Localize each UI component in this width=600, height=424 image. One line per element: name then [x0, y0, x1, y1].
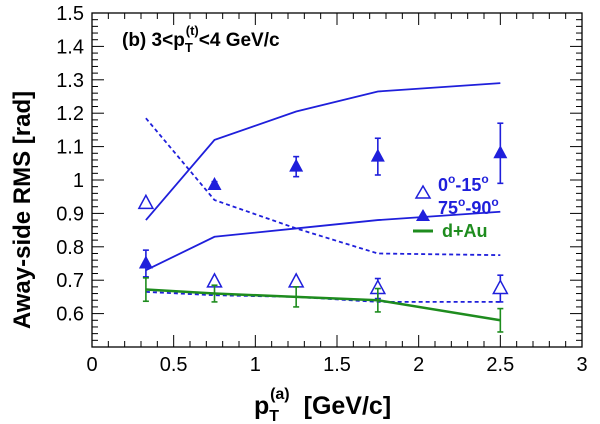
x-tick-label: 1 [250, 354, 261, 376]
legend-label-dau: d+Au [442, 221, 488, 241]
plot-frame [91, 12, 583, 348]
dashed-model-curve [145, 117, 501, 257]
filled-triangle-marker-icon [416, 209, 430, 221]
y-tick-label: 0.7 [56, 270, 84, 292]
x-tick-label: 2 [413, 354, 424, 376]
open-triangle-point [492, 278, 509, 295]
legend-label-0-15: 0o-15o [438, 172, 489, 195]
legend: 0o-15o 75o-90o d+Au [413, 172, 499, 241]
legend-label-75-90: 75o-90o [438, 195, 499, 218]
y-axis-title: Away-side RMS [rad] [9, 91, 36, 329]
series-2 [142, 277, 504, 333]
series-1 [138, 122, 508, 278]
y-tick-label: 1.4 [56, 36, 84, 58]
x-tick-label: 0 [86, 354, 97, 376]
filled-triangle-point [493, 145, 508, 159]
legend-entry-75-90: 75o-90o [416, 195, 499, 221]
y-tick-label: 0.8 [56, 237, 84, 259]
legend-entry-dau: d+Au [413, 221, 488, 241]
dau-line [145, 288, 501, 322]
filled-triangle-point [370, 148, 385, 162]
x-tick-label: 2.5 [486, 354, 514, 376]
y-tick-label: 0.6 [56, 304, 84, 326]
y-tick-label: 1 [73, 170, 84, 192]
filled-triangle-point [289, 158, 304, 172]
x-tick-label: 1.5 [323, 354, 351, 376]
x-axis-title: pT(a) [GeV/c] [254, 386, 391, 424]
open-triangle-marker-icon [414, 184, 432, 199]
y-tick-label: 1.3 [56, 70, 84, 92]
solid-model-curve [145, 82, 501, 221]
y-tick-label: 1.2 [56, 103, 84, 125]
y-tick-label: 1.5 [56, 3, 84, 25]
y-tick-label: 0.9 [56, 203, 84, 225]
open-triangle-point [287, 272, 305, 288]
data-series [137, 122, 509, 333]
filled-triangle-point [138, 255, 153, 269]
filled-triangle-point [207, 177, 222, 191]
x-tick-label: 3 [576, 354, 587, 376]
y-tick-label: 1.1 [56, 137, 84, 159]
x-tick-label: 0.5 [160, 354, 188, 376]
legend-entry-0-15: 0o-15o [414, 172, 489, 199]
panel-label: (b) 3<pT(t)<4 GeV/c [122, 23, 280, 55]
open-triangle-point [137, 193, 155, 210]
